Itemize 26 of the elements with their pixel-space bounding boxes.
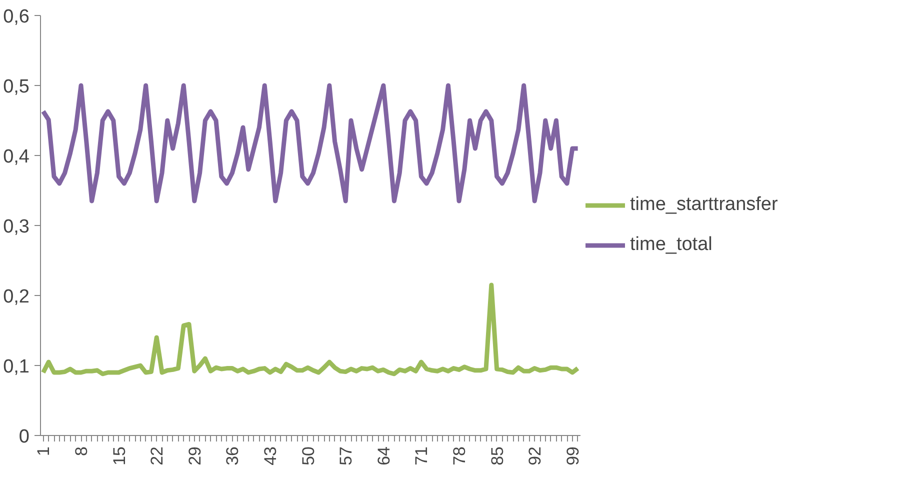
x-tick-label: 99 [563,446,582,466]
y-tick-label: 0,4 [3,146,30,168]
x-tick-label: 50 [298,446,318,466]
y-tick-label: 0,1 [3,356,30,378]
line-series [40,282,580,376]
x-tick-label: 43 [261,446,280,466]
y-tick-label: 0,5 [3,76,30,98]
x-tick-label: 71 [412,446,432,466]
x-tick-label: 22 [148,446,167,466]
y-tick-label: 0,6 [3,6,30,28]
x-tick-label: 15 [110,446,129,466]
x-tick-label: 1 [34,446,54,456]
x-tick-label: 92 [526,446,545,466]
x-tick-label: 29 [185,446,204,466]
y-tick-label: 0,3 [3,216,30,238]
x-tick-label: 85 [488,446,507,466]
x-tick-label: 36 [223,446,242,466]
x-tick-label: 64 [374,446,394,466]
x-tick-label: 8 [72,446,91,456]
line-series [40,83,580,204]
x-tick-label: 57 [336,446,356,466]
x-tick-label: 78 [450,446,469,466]
y-tick-label: 0,2 [3,286,30,308]
y-tick-label: 0 [18,426,30,448]
legend-label: time_starttransfer [630,194,778,216]
legend-label: time_total [630,234,712,256]
